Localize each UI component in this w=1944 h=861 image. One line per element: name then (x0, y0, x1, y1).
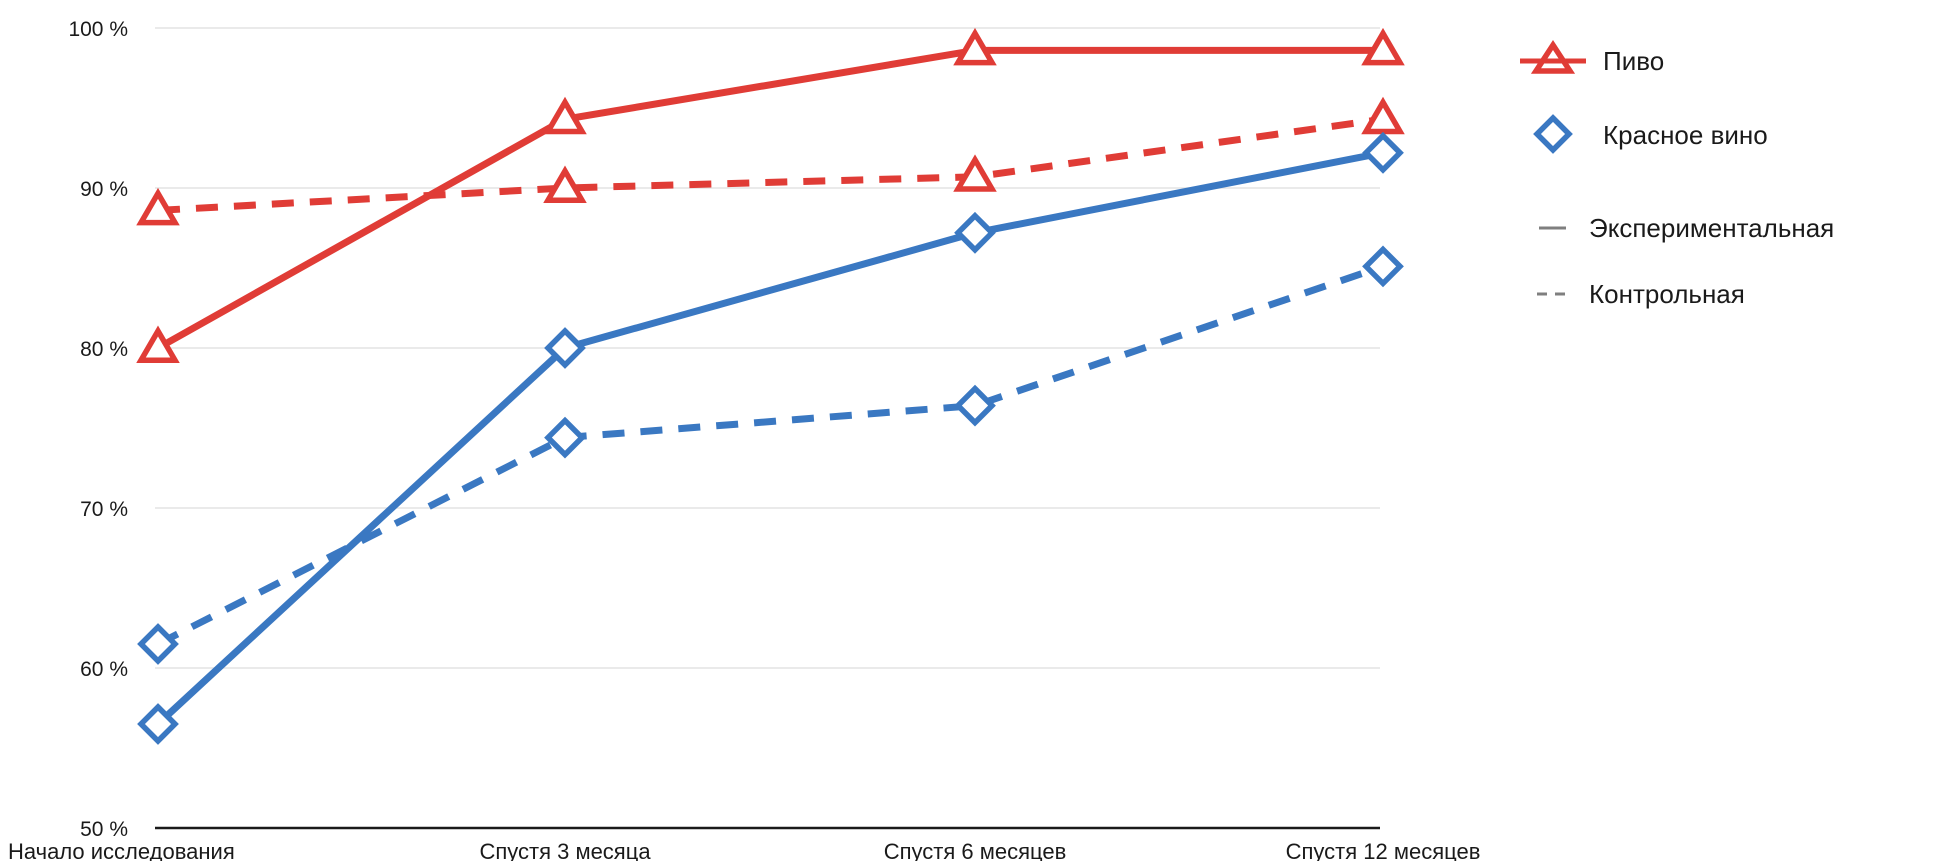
triangle-marker (543, 165, 587, 203)
triangle-marker (136, 187, 180, 226)
x-tick-label: Спустя 12 месяцев (1286, 839, 1481, 861)
legend-item-experimental: Экспериментальная (1539, 213, 1834, 243)
series-line-2 (155, 149, 1384, 727)
y-tick-label: 100 % (68, 18, 128, 41)
series-line-3 (156, 263, 1385, 648)
diamond-marker (544, 416, 586, 459)
diamond-marker (954, 211, 996, 254)
triangle-marker (953, 154, 997, 192)
x-tick-label: Спустя 3 месяца (479, 839, 651, 861)
diamond-marker (544, 327, 586, 369)
x-tick-label: Начало исследования (8, 839, 235, 861)
legend-item-control: Контрольная (1537, 279, 1745, 309)
diamond-marker (137, 703, 179, 745)
axes: 50 % 60 % 70 % 80 % 90 % 100 % Начало исследов… (8, 18, 1480, 861)
legend-label-experimental: Экспериментальная (1589, 213, 1834, 243)
triangle-marker (543, 96, 587, 135)
legend-label-control: Контрольная (1589, 279, 1745, 309)
diamond-marker (954, 384, 996, 427)
triangle-marker (953, 27, 997, 66)
legend-item-beer: Пиво (1520, 39, 1664, 76)
diamond-marker (137, 623, 179, 665)
legend-label-beer: Пиво (1603, 46, 1664, 76)
grid-lines (155, 27, 1380, 669)
x-tick-label: Спустя 6 месяцев (884, 839, 1067, 861)
legend: Пиво Красное вино Экспериментальная Конт… (1520, 39, 1834, 309)
y-tick-label: 70 % (80, 498, 128, 521)
triangle-marker (1361, 96, 1405, 135)
diamond-marker (1362, 245, 1404, 288)
diamond-marker (1362, 131, 1404, 174)
triangle-marker (1361, 27, 1405, 66)
legend-item-red-wine: Красное вино (1533, 114, 1768, 154)
y-tick-label: 50 % (80, 818, 128, 841)
series-markers (136, 27, 1405, 745)
legend-label-red-wine: Красное вино (1603, 120, 1768, 150)
series-line-1 (157, 115, 1384, 214)
series-lines (155, 46, 1385, 727)
y-tick-label: 80 % (80, 338, 128, 361)
legend-diamond-marker (1533, 114, 1573, 154)
y-tick-label: 60 % (80, 658, 128, 681)
legend-triangle-marker (1530, 39, 1576, 74)
series-line-0 (156, 46, 1383, 352)
y-tick-label: 90 % (80, 178, 128, 201)
triangle-marker (136, 325, 180, 363)
